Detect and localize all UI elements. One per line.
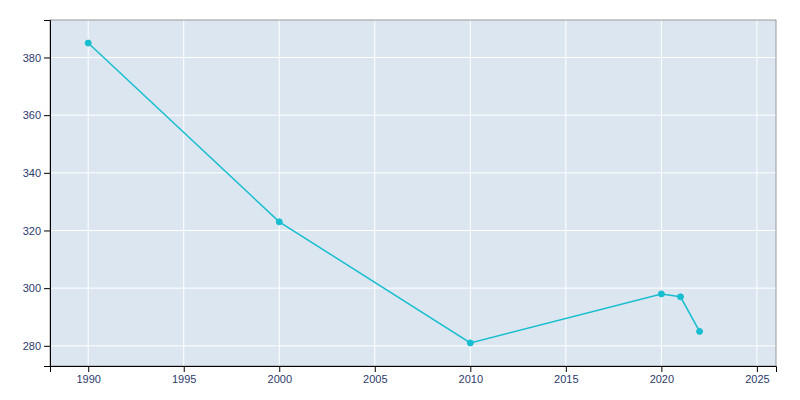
y-tick-label: 280 (23, 340, 41, 352)
y-grid-line (50, 230, 776, 231)
x-grid-line (661, 20, 662, 366)
y-axis-line (44, 21, 51, 367)
plot-frame (50, 20, 776, 366)
y-tick-label: 300 (23, 282, 41, 294)
x-grid-line (565, 20, 566, 366)
x-tick-label: 2020 (650, 373, 674, 385)
x-grid-line (279, 20, 280, 366)
y-grid-line (50, 115, 776, 116)
y-tick-mark (44, 57, 50, 58)
point (276, 219, 282, 225)
y-grid-line (50, 57, 776, 58)
x-tick-label: 2000 (268, 373, 292, 385)
plot: 1990 1995 2000 2005 2010 2015 2020 2025 280 300 32… (23, 20, 777, 385)
marks (85, 40, 702, 346)
x-tick: 2020 (650, 366, 674, 385)
point (658, 291, 664, 297)
x-tick-mark (88, 366, 89, 372)
y-tick-mark (44, 230, 50, 231)
x-axis: 1990 1995 2000 2005 2010 2015 2020 2025 (51, 366, 777, 385)
x-tick: 2005 (363, 366, 387, 385)
y-tick: 320 (23, 225, 50, 237)
y-tick-mark (44, 115, 50, 116)
y-tick: 380 (23, 52, 50, 64)
x-grid-line (374, 20, 375, 366)
x-tick-mark (184, 366, 185, 372)
point (697, 328, 703, 334)
point (677, 294, 683, 300)
x-tick-label: 2005 (363, 373, 387, 385)
x-grid-line (183, 20, 184, 366)
x-axis-line (51, 367, 777, 373)
grid (50, 20, 776, 366)
plot-background (50, 20, 776, 366)
x-tick-label: 1990 (76, 373, 100, 385)
x-tick-label: 2010 (459, 373, 483, 385)
y-tick: 360 (23, 109, 50, 121)
x-grid-line (88, 20, 89, 366)
x-tick-mark (757, 366, 758, 372)
y-tick-label: 380 (23, 52, 41, 64)
x-tick-label: 1995 (172, 373, 196, 385)
x-tick-label: 2025 (745, 373, 769, 385)
y-grid-line (50, 172, 776, 173)
x-tick: 2000 (268, 366, 292, 385)
y-tick: 300 (23, 282, 50, 294)
x-tick-mark (375, 366, 376, 372)
y-tick-label: 360 (23, 109, 41, 121)
y-tick: 340 (23, 167, 50, 179)
x-tick: 2015 (554, 366, 578, 385)
x-tick: 2010 (459, 366, 483, 385)
x-tick-mark (470, 366, 471, 372)
chart: 1990 1995 2000 2005 2010 2015 2020 2025 280 300 32… (0, 0, 800, 400)
x-grid-line (756, 20, 757, 366)
y-tick-mark (44, 346, 50, 347)
point (85, 40, 91, 46)
y-grid-line (50, 288, 776, 289)
line (88, 43, 699, 343)
y-axis: 280 300 320 340 360 380 (23, 21, 51, 367)
x-tick: 1995 (172, 366, 196, 385)
y-tick-label: 320 (23, 225, 41, 237)
x-tick: 1990 (76, 366, 100, 385)
y-tick-mark (44, 173, 50, 174)
y-tick-mark (44, 288, 50, 289)
x-tick-mark (566, 366, 567, 372)
y-grid-line (50, 345, 776, 346)
y-tick: 280 (23, 340, 50, 352)
y-tick-label: 340 (23, 167, 41, 179)
x-tick-label: 2015 (554, 373, 578, 385)
point (467, 340, 473, 346)
x-grid-line (470, 20, 471, 366)
x-tick-mark (661, 366, 662, 372)
x-tick: 2025 (745, 366, 769, 385)
x-tick-mark (279, 366, 280, 372)
